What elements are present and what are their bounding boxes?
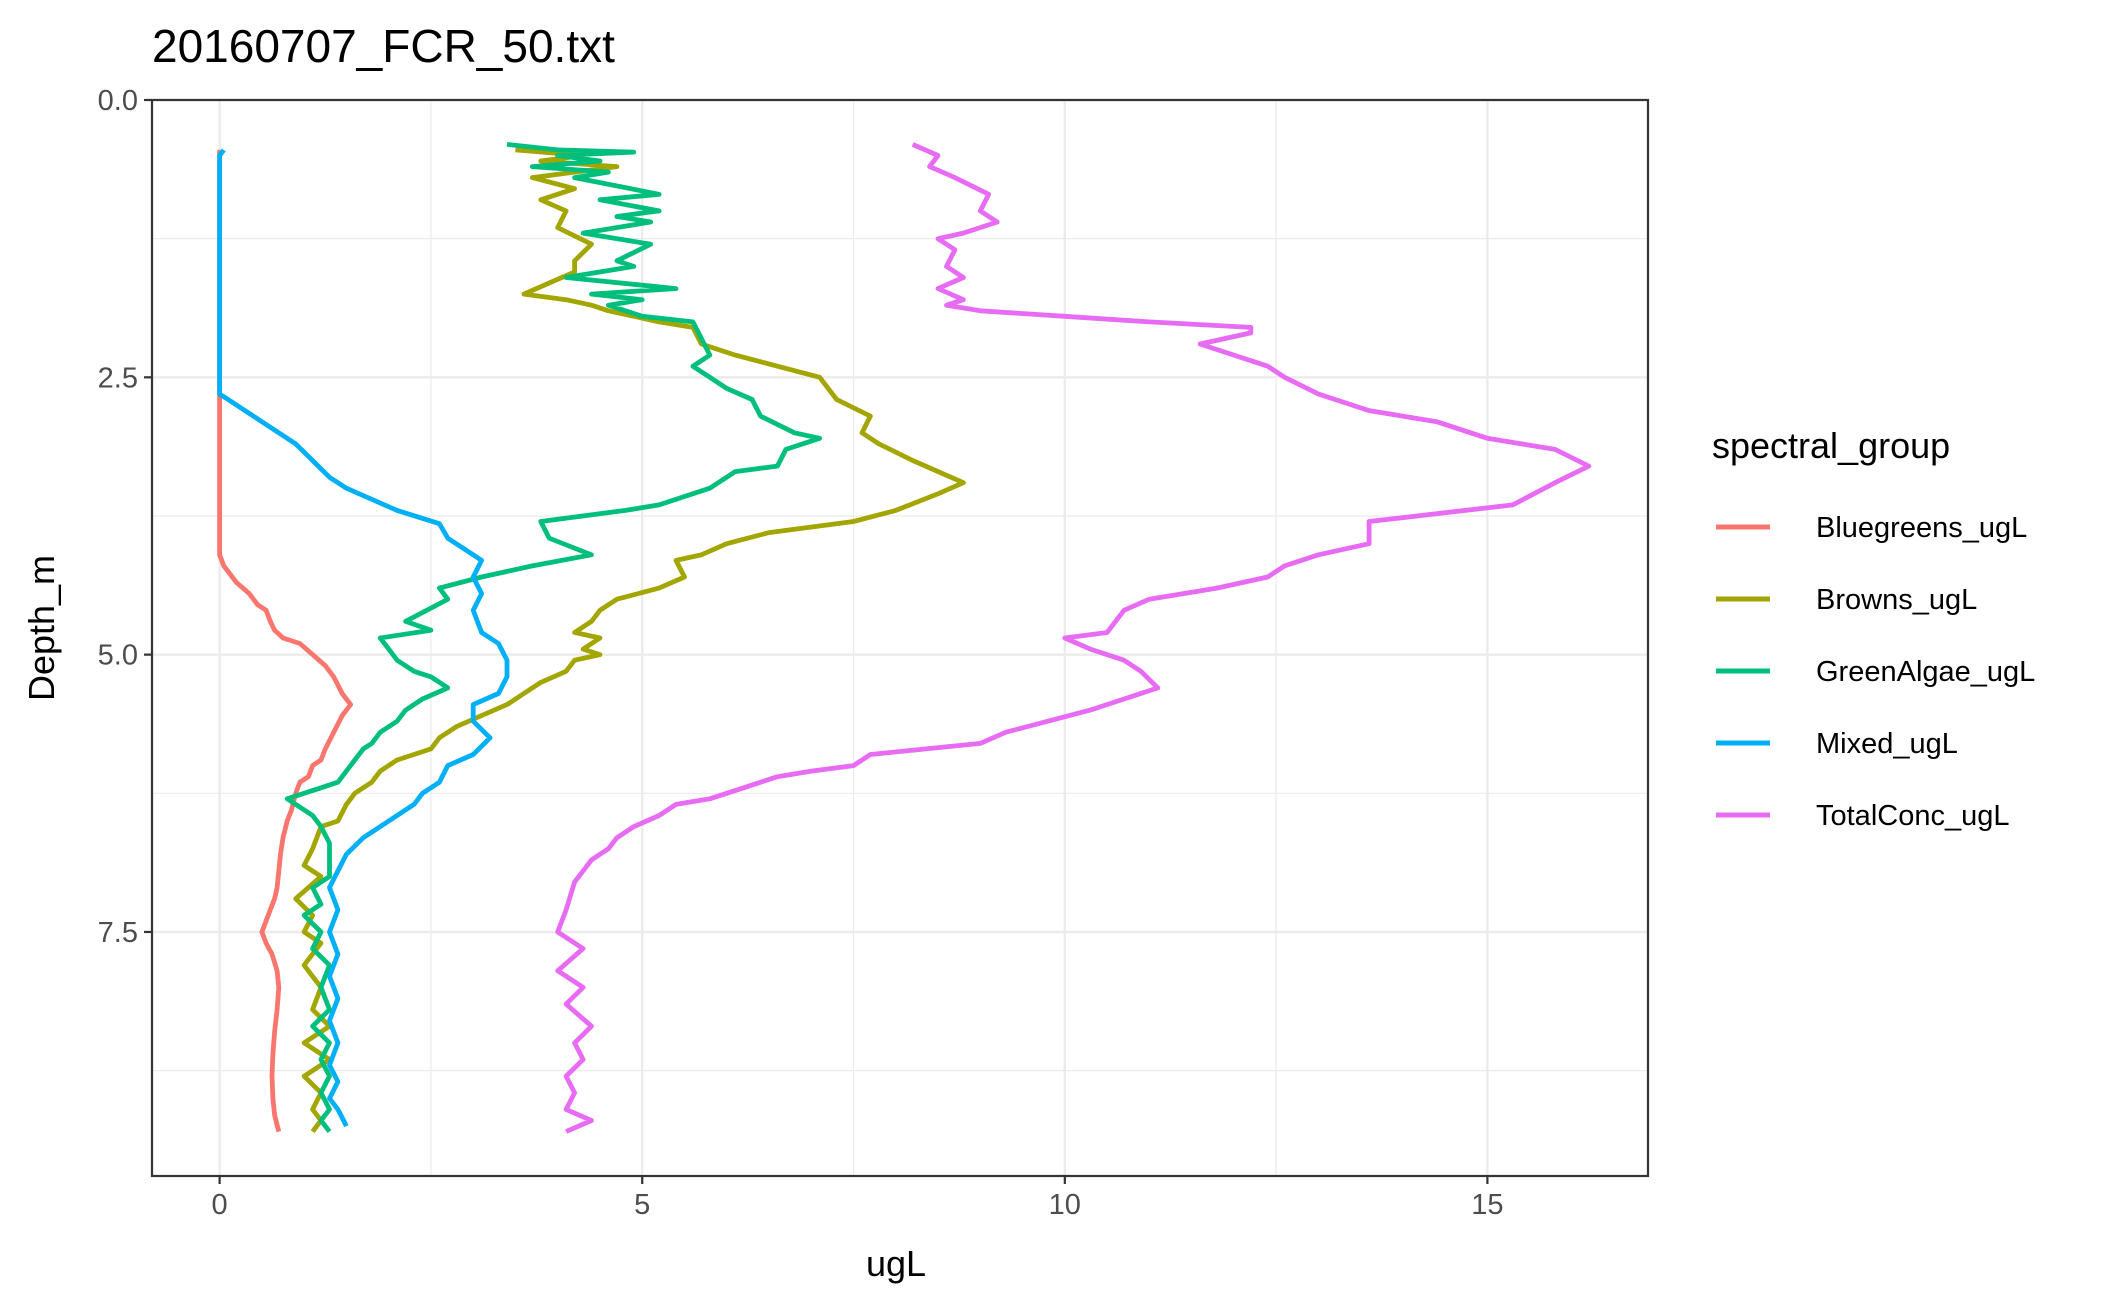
y-tick-label: 0.0 [98, 85, 138, 117]
legend-label: Mixed_ugL [1816, 728, 1958, 760]
chart-title: 20160707_FCR_50.txt [152, 20, 615, 72]
x-tick-label: 5 [634, 1189, 650, 1221]
x-tick-label: 0 [212, 1189, 228, 1221]
y-tick-label: 2.5 [98, 362, 138, 394]
series-line-GreenAlgae_ugL [284, 142, 823, 1134]
y-tick-label: 7.5 [98, 917, 138, 949]
legend-title: spectral_group [1712, 425, 1950, 466]
y-tick-label: 5.0 [98, 640, 138, 672]
series-line-Browns_ugL [293, 147, 966, 1134]
series-line-Mixed_ugL [217, 148, 510, 1128]
y-axis: 0.0 2.5 5.0 7.5 [98, 85, 152, 949]
series-lines [217, 142, 1592, 1134]
x-axis-title: ugL [866, 1243, 926, 1284]
legend-label: GreenAlgae_ugL [1816, 656, 2035, 688]
y-axis-title: Depth_m [21, 555, 62, 701]
legend-label: Bluegreens_ugL [1816, 512, 2027, 544]
series-line-TotalConc_ugL [555, 142, 1592, 1134]
legend-label: TotalConc_ugL [1816, 800, 2009, 832]
panel-border [150, 98, 1650, 1178]
series-line-Bluegreens_ugL [217, 149, 354, 1133]
x-axis: 0 5 10 15 [212, 1176, 1504, 1221]
x-tick-label: 10 [1049, 1189, 1081, 1221]
legend-items: Bluegreens_ugL Browns_ugL GreenAlgae_ugL Mi… [1716, 512, 2035, 832]
grid-lines [152, 98, 1648, 1176]
legend: spectral_group Bluegreens_ugL Browns_ugL G… [1712, 425, 2035, 832]
legend-label: Browns_ugL [1816, 584, 1977, 616]
x-tick-label: 15 [1471, 1189, 1503, 1221]
